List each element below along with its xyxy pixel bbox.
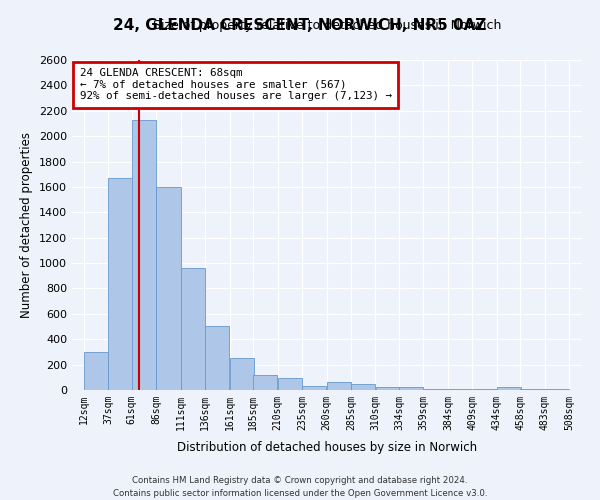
Bar [376,387,400,390]
Bar [253,375,277,390]
Bar [157,187,181,390]
Bar [351,384,376,390]
X-axis label: Distribution of detached houses by size in Norwich: Distribution of detached houses by size … [177,441,477,454]
Text: Contains HM Land Registry data © Crown copyright and database right 2024.
Contai: Contains HM Land Registry data © Crown c… [113,476,487,498]
Bar [497,388,521,390]
Text: 24 GLENDA CRESCENT: 68sqm
← 7% of detached houses are smaller (567)
92% of semi-: 24 GLENDA CRESCENT: 68sqm ← 7% of detach… [80,68,392,102]
Bar [278,378,302,390]
Bar [302,386,326,390]
Bar [109,178,133,390]
Bar [230,358,254,390]
Bar [84,352,108,390]
Bar [181,268,205,390]
Bar [132,120,156,390]
Bar [205,326,229,390]
Text: 24, GLENDA CRESCENT, NORWICH, NR5 0AZ: 24, GLENDA CRESCENT, NORWICH, NR5 0AZ [113,18,487,32]
Title: Size of property relative to detached houses in Norwich: Size of property relative to detached ho… [153,20,501,32]
Bar [399,388,423,390]
Bar [326,382,351,390]
Y-axis label: Number of detached properties: Number of detached properties [20,132,34,318]
